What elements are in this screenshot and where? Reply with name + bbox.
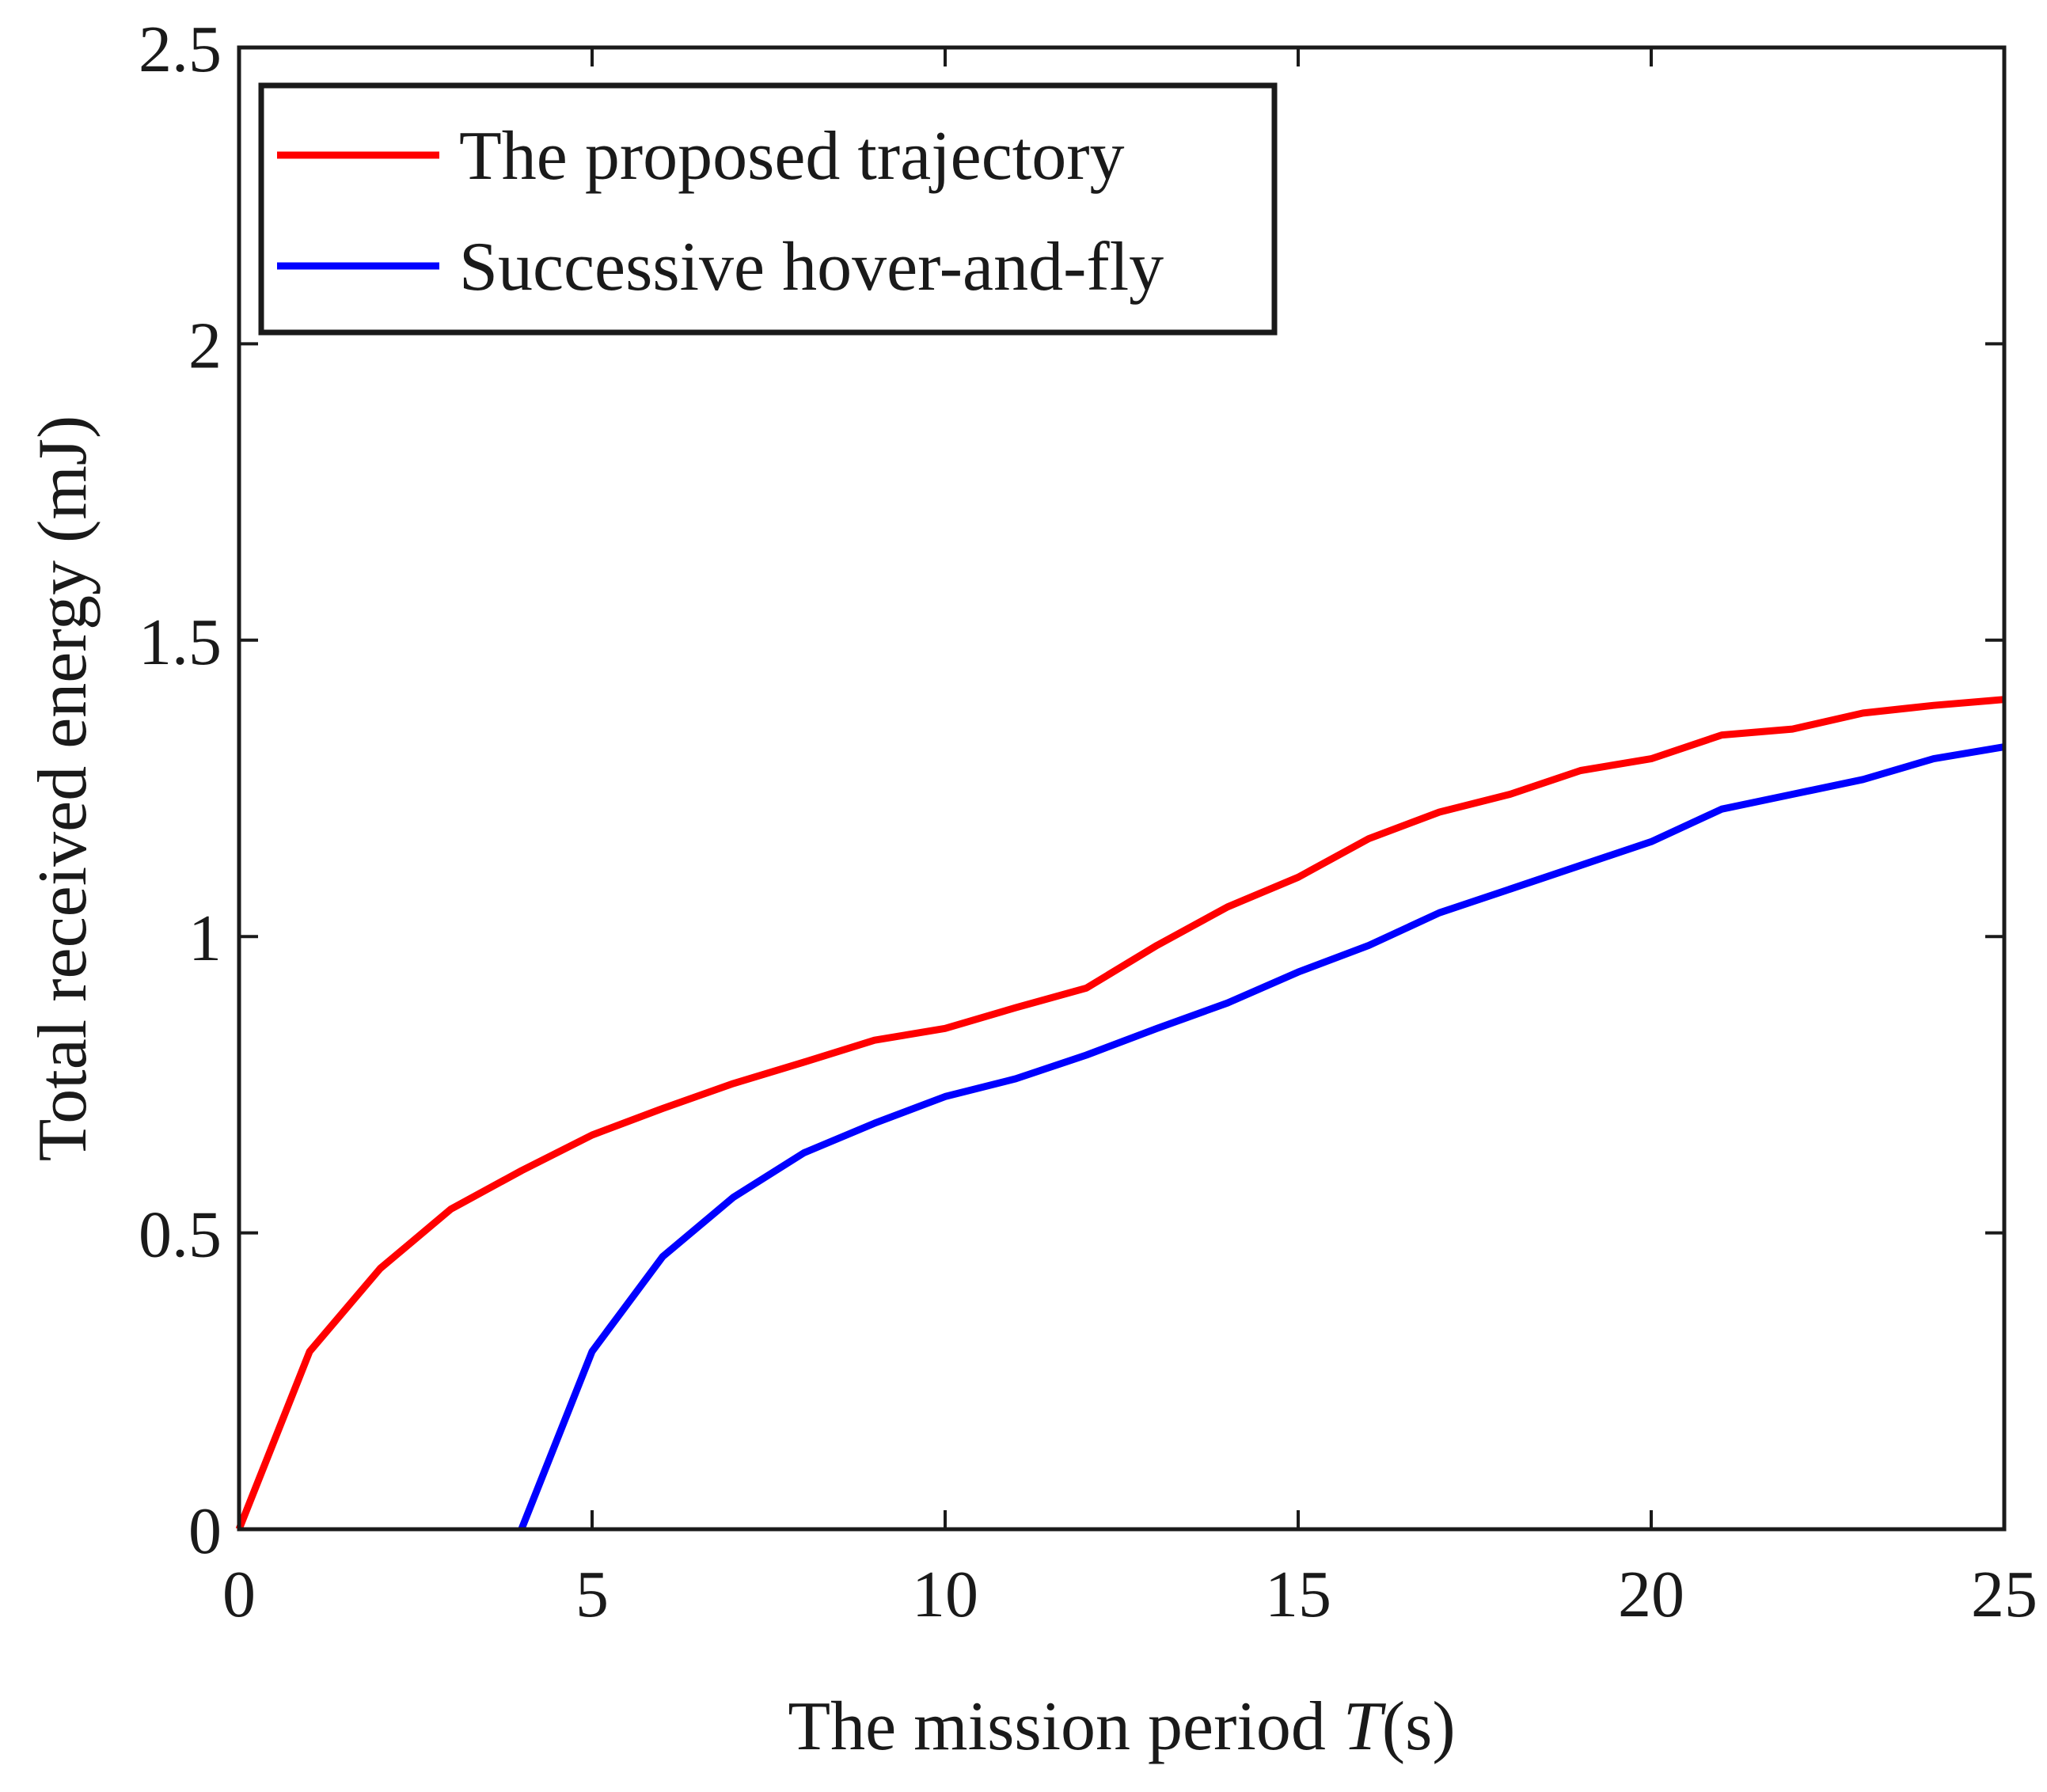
y-tick-label: 2.5 xyxy=(139,13,222,86)
series-line-1 xyxy=(235,696,2005,1531)
x-tick-label: 10 xyxy=(912,1558,978,1631)
x-axis-title-prefix: The mission period xyxy=(788,1688,1343,1765)
y-tick-label: 1 xyxy=(188,902,222,975)
label-layer: 0 5 10 15 20 25 0 0.5 1 1.5 2 2.5 The mission period… xyxy=(25,13,2038,1765)
x-axis-title-variable: T xyxy=(1343,1688,1387,1765)
x-tick-label: 25 xyxy=(1971,1558,2038,1631)
series-layer xyxy=(235,696,2005,1531)
legend: The proposed trajectory Successive hover-… xyxy=(258,82,1278,336)
y-tick-label: 0 xyxy=(188,1494,222,1568)
tick-layer xyxy=(237,46,2006,1531)
x-axis-title: The mission period T(s) xyxy=(788,1688,1455,1765)
series-line-2 xyxy=(518,743,2005,1531)
x-tick-label: 15 xyxy=(1265,1558,1331,1631)
x-axis-title-unit: (s) xyxy=(1382,1688,1456,1765)
y-tick-label: 2 xyxy=(188,309,222,382)
y-axis-title: Total received energy (mJ) xyxy=(25,416,101,1162)
y-tick-label: 0.5 xyxy=(139,1198,222,1272)
legend-label-1: The proposed trajectory xyxy=(459,118,1125,195)
x-tick-label: 5 xyxy=(575,1558,609,1631)
y-tick-label: 1.5 xyxy=(139,606,222,679)
legend-label-2: Successive hover-and-fly xyxy=(459,229,1164,306)
plot-frame xyxy=(237,45,2007,1532)
x-tick-label: 0 xyxy=(222,1558,256,1631)
x-tick-label: 20 xyxy=(1618,1558,1684,1631)
legend-box xyxy=(258,82,1278,336)
